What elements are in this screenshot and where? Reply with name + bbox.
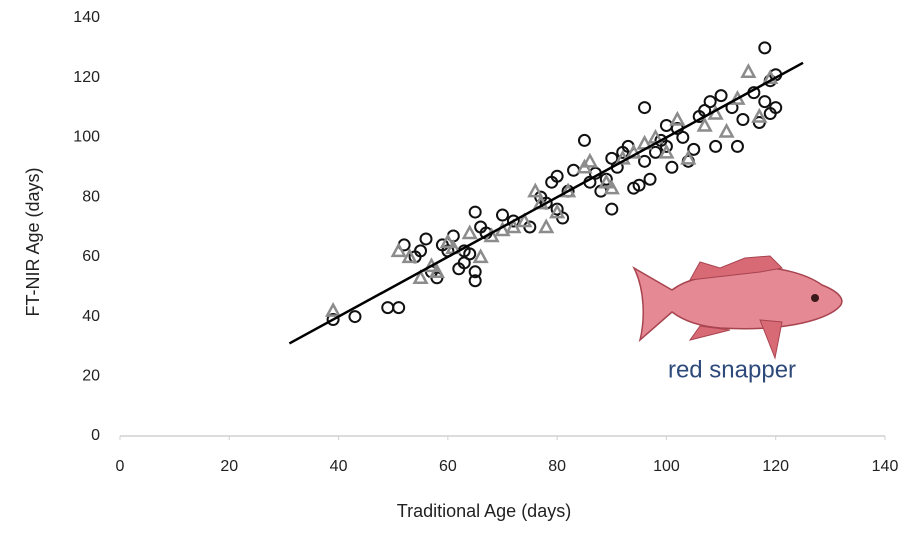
y-axis-label: FT-NIR Age (days) (23, 167, 43, 316)
y-tick-label: 120 (73, 69, 100, 86)
y-tick-label: 80 (82, 188, 100, 205)
circle-point (579, 135, 590, 146)
circle-point (470, 207, 481, 218)
circle-point (349, 311, 360, 322)
circle-point (677, 132, 688, 143)
circle-point (382, 302, 393, 313)
triangle-point (742, 66, 754, 77)
x-tick-label: 80 (548, 458, 566, 475)
triangle-point (464, 227, 476, 238)
circle-point (705, 96, 716, 107)
circle-point (393, 302, 404, 313)
x-tick-label: 120 (762, 458, 789, 475)
chart: Traditional Age (days) FT-NIR Age (days)… (0, 0, 910, 529)
y-tick-label: 40 (82, 308, 100, 325)
y-tick-label: 100 (73, 129, 100, 146)
annotation: red snapper (668, 356, 796, 383)
circle-point (666, 162, 677, 173)
x-axis-label: Traditional Age (days) (397, 501, 571, 521)
x-tick-label: 20 (220, 458, 238, 475)
circle-point (710, 141, 721, 152)
triangle-point (721, 125, 733, 136)
circle-point (737, 114, 748, 125)
x-tick-label: 140 (872, 458, 899, 475)
y-tick-label: 20 (82, 368, 100, 385)
triangle-point (393, 245, 405, 256)
x-tick-label: 60 (439, 458, 457, 475)
x-tick-label: 40 (330, 458, 348, 475)
circle-point (606, 204, 617, 215)
circle-point (645, 174, 656, 185)
fish-eye (811, 294, 819, 302)
circle-point (732, 141, 743, 152)
x-tick-label: 0 (116, 458, 125, 475)
circle-point (497, 210, 508, 221)
triangle-point (540, 221, 552, 232)
fish-body (634, 267, 842, 340)
x-tick-label: 100 (653, 458, 680, 475)
circle-point (759, 42, 770, 53)
circle-point (568, 165, 579, 176)
circle-point (421, 233, 432, 244)
page: {"chart_data": {"type": "scatter", "x_la… (0, 0, 910, 534)
y-tick-label: 140 (73, 9, 100, 26)
fish-fin (760, 320, 782, 358)
triangle-point (584, 155, 596, 166)
y-tick-label: 0 (91, 427, 100, 444)
y-tick-label: 60 (82, 248, 100, 265)
fish-illustration (634, 256, 842, 358)
circle-point (759, 96, 770, 107)
triangle-point (475, 251, 487, 262)
circle-point (639, 102, 650, 113)
circle-point (716, 90, 727, 101)
